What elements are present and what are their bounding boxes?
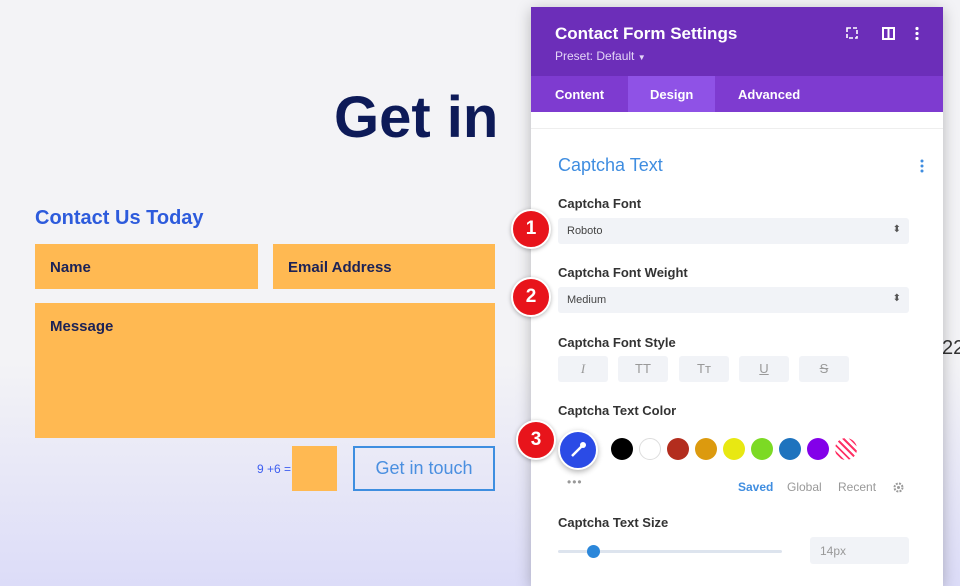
tab-active[interactable]: Design	[650, 87, 694, 102]
color-tab[interactable]: Global	[787, 480, 822, 494]
swatch[interactable]	[611, 438, 633, 460]
field-label: Captcha Font Weight	[558, 265, 688, 280]
edge-number: 22	[942, 337, 960, 359]
field-label: Captcha Font Style	[558, 335, 676, 350]
style-button[interactable]: Tт	[679, 356, 729, 382]
swatch-transparent[interactable]	[835, 438, 857, 460]
active-tab-bg	[628, 76, 715, 112]
field-label: Captcha Text Size	[558, 515, 669, 530]
slider-track	[558, 550, 782, 553]
section-menu[interactable]	[919, 158, 925, 174]
field-label: Captcha Text Color	[558, 403, 677, 418]
tab[interactable]: Advanced	[738, 87, 801, 102]
weight-select[interactable]: Medium	[558, 287, 909, 313]
header-icons	[846, 26, 919, 41]
slider-thumb[interactable]	[587, 545, 600, 558]
style-button[interactable]: S	[799, 356, 849, 382]
page-heading: Get in	[334, 85, 499, 150]
panel-title: Contact Form Settings	[555, 24, 738, 43]
step-badge: 2	[511, 277, 551, 317]
preset-label: Preset: Default	[555, 49, 635, 63]
size-input[interactable]: 14px	[810, 537, 909, 564]
panel-header	[531, 7, 943, 76]
field-label: Captcha Font	[558, 196, 642, 211]
captcha-question: 9 +6 =	[257, 462, 292, 476]
preset[interactable]: Preset: Default ▼	[555, 49, 646, 63]
color-tab[interactable]: Recent	[838, 480, 877, 494]
tab-bar	[531, 76, 943, 112]
more-colors[interactable]: •••	[567, 475, 583, 489]
font-select[interactable]: Roboto	[558, 218, 909, 244]
tab[interactable]: Content	[555, 87, 605, 102]
style-button[interactable]: U	[739, 356, 789, 382]
submit-button[interactable]: Get in touch	[353, 446, 495, 491]
style-button[interactable]: I	[558, 356, 608, 382]
swatch[interactable]	[807, 438, 829, 460]
fullscreen-icon[interactable]	[846, 27, 858, 39]
swatch[interactable]	[639, 438, 661, 460]
step-badge: 1	[511, 209, 551, 249]
divider	[531, 128, 943, 129]
settings-panel: Contact Form Settings Preset: Default ▼ …	[531, 7, 943, 586]
swatch[interactable]	[695, 438, 717, 460]
swatch[interactable]	[667, 438, 689, 460]
swatch[interactable]	[723, 438, 745, 460]
step-badge: 3	[516, 420, 556, 460]
captcha-input[interactable]	[292, 446, 337, 491]
style-button[interactable]: TT	[618, 356, 668, 382]
color-tab[interactable]: Saved	[738, 480, 774, 494]
swatch[interactable]	[779, 438, 801, 460]
color-picker[interactable]	[558, 430, 598, 470]
message-field[interactable]: Message	[35, 303, 495, 438]
gear-icon[interactable]	[892, 481, 905, 494]
form-title: Contact Us Today	[35, 207, 204, 229]
email-field[interactable]: Email Address	[273, 244, 495, 289]
swatch[interactable]	[751, 438, 773, 460]
name-field[interactable]: Name	[35, 244, 258, 289]
section-title[interactable]: Captcha Text	[558, 155, 663, 175]
menu-icon[interactable]	[915, 26, 919, 31]
